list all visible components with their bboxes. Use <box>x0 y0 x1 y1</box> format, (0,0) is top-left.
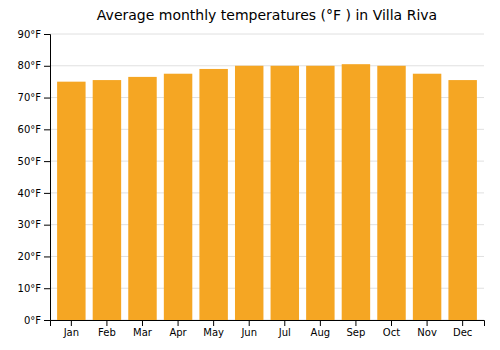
bar <box>128 77 156 320</box>
tick-mark <box>462 320 463 326</box>
tick: Apr <box>169 320 187 338</box>
tick-label: 30°F <box>18 219 42 230</box>
tick-mark <box>44 161 50 162</box>
tick-mark <box>44 288 50 289</box>
bar <box>306 66 334 320</box>
tick-label: Sep <box>347 327 366 338</box>
tick-label: Oct <box>383 327 400 338</box>
tick-mark <box>44 98 50 99</box>
title: Average monthly temperatures (°F ) in Vi… <box>97 7 437 23</box>
tick-mark <box>44 320 50 321</box>
tick-label: Jan <box>63 327 79 338</box>
bar <box>448 80 476 320</box>
tick-label: 40°F <box>18 188 42 199</box>
grid-line <box>50 34 484 35</box>
tick-label: 70°F <box>18 92 42 103</box>
x-axis: Jan Feb Mar Apr May Jun Jul Aug Sep Oct Nov Dec <box>51 320 485 338</box>
tick-label: 0°F <box>24 315 41 326</box>
grid-line <box>50 65 484 66</box>
tick-mark <box>44 193 50 194</box>
tick-mark <box>106 320 107 326</box>
tick-mark <box>44 129 50 130</box>
tick: Nov <box>417 320 437 338</box>
tick-label: 50°F <box>18 156 42 167</box>
tick-label: Jun <box>240 327 257 338</box>
tick-label: Nov <box>417 327 437 338</box>
tick-label: 90°F <box>18 29 42 40</box>
tick-mark <box>44 66 50 67</box>
tick-mark <box>178 320 179 326</box>
grid <box>50 34 484 320</box>
tick-mark <box>142 320 143 326</box>
bar <box>377 66 405 320</box>
tick: Feb <box>98 320 116 338</box>
tick: Sep <box>347 320 366 338</box>
tick: 20°F <box>18 251 50 262</box>
bar <box>57 82 85 320</box>
bar <box>235 66 263 320</box>
tick-label: Apr <box>169 327 187 338</box>
bar <box>199 69 227 320</box>
tick: 70°F <box>18 92 50 103</box>
tick: 30°F <box>18 219 50 230</box>
tick-mark <box>391 320 392 326</box>
tick-mark <box>249 320 250 326</box>
tick: Jul <box>278 320 291 338</box>
tick-label: 10°F <box>18 283 42 294</box>
tick: 90°F <box>18 29 50 40</box>
bar <box>271 66 299 320</box>
tick-label: Dec <box>453 327 472 338</box>
tick-label: 80°F <box>18 60 42 71</box>
bar <box>342 64 370 320</box>
tick: 50°F <box>18 156 50 167</box>
tick: Jun <box>240 320 257 338</box>
tick-mark <box>71 320 72 326</box>
tick-mark <box>44 225 50 226</box>
tick-mark <box>355 320 356 326</box>
plot: 0°F 10°F 20°F 30°F 40°F 50°F 60°F 70°F 80°F 90°F J… <box>18 29 485 338</box>
y-axis: 0°F 10°F 20°F 30°F 40°F 50°F 60°F 70°F 80°F 90°F <box>18 29 51 326</box>
tick-label: Feb <box>98 327 116 338</box>
tick-mark <box>284 320 285 326</box>
tick-label: 20°F <box>18 251 42 262</box>
tick-mark <box>213 320 214 326</box>
axis-line <box>44 35 51 321</box>
tick-label: 60°F <box>18 124 42 135</box>
bar <box>164 74 192 320</box>
tick-label: Mar <box>133 327 153 338</box>
tick: 0°F <box>24 315 50 326</box>
tick-mark <box>44 256 50 257</box>
bar <box>413 74 441 320</box>
chart: 0°F 10°F 20°F 30°F 40°F 50°F 60°F 70°F 80°F 90°F J… <box>0 0 500 350</box>
tick-label: Aug <box>311 327 331 338</box>
tick: 40°F <box>18 188 50 199</box>
tick-mark <box>44 34 50 35</box>
tick: May <box>203 320 224 338</box>
bar <box>93 80 121 320</box>
tick: Mar <box>133 320 153 338</box>
tick: Aug <box>311 320 331 338</box>
axis-line <box>51 321 485 327</box>
tick: 80°F <box>18 60 50 71</box>
bars <box>57 64 477 320</box>
tick: Dec <box>453 320 472 338</box>
tick-label: May <box>203 327 224 338</box>
tick: 10°F <box>18 283 50 294</box>
tick: Jan <box>63 320 79 338</box>
tick-label: Jul <box>278 327 291 338</box>
tick-mark <box>427 320 428 326</box>
tick: Oct <box>383 320 400 338</box>
tick-mark <box>320 320 321 326</box>
tick: 60°F <box>18 124 50 135</box>
